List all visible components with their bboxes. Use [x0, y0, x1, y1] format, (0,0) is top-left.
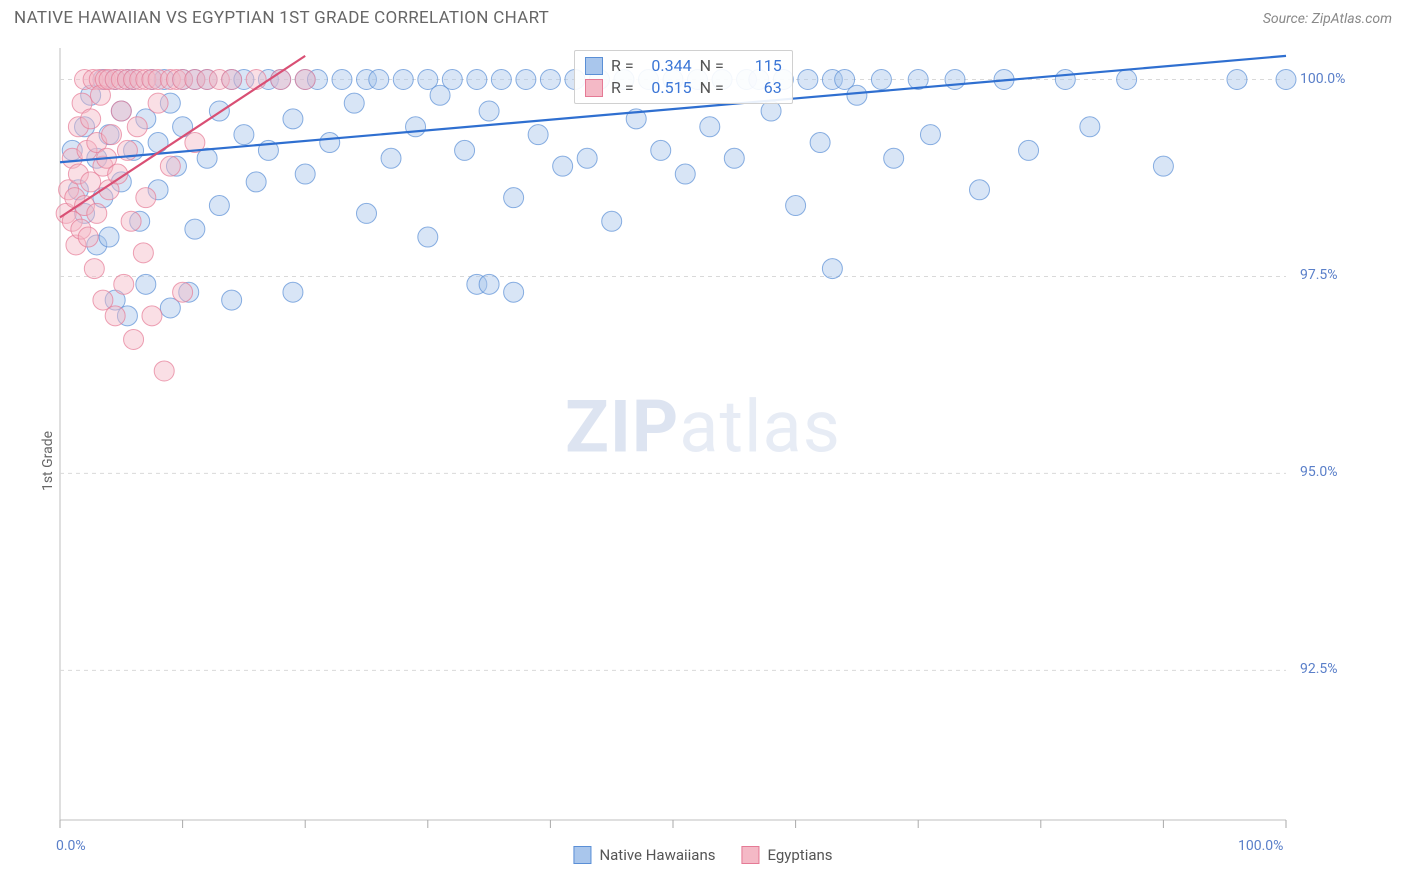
series-legend-label: Egyptians: [767, 846, 832, 864]
legend-swatch: [585, 57, 603, 75]
x-tick-label-left: 0.0%: [56, 838, 86, 854]
y-axis-title: 1st Grade: [40, 431, 56, 491]
legend-r-value: 0.515: [642, 77, 692, 99]
legend-swatch: [741, 846, 759, 864]
legend-n-label: N =: [700, 77, 724, 99]
y-tick-label: 97.5%: [1300, 267, 1338, 283]
scatter-plot: [14, 40, 1392, 882]
chart-title: NATIVE HAWAIIAN VS EGYPTIAN 1ST GRADE CO…: [14, 8, 549, 28]
correlation-legend: R = 0.344 N = 115 R = 0.515 N = 63: [574, 50, 793, 104]
y-tick-label: 92.5%: [1300, 661, 1338, 677]
legend-row: R = 0.515 N = 63: [585, 77, 782, 99]
legend-n-label: N =: [700, 55, 724, 77]
legend-r-value: 0.344: [642, 55, 692, 77]
legend-swatch: [573, 846, 591, 864]
source-label: Source: ZipAtlas.com: [1263, 11, 1392, 27]
legend-r-label: R =: [611, 55, 634, 77]
series-legend-label: Native Hawaiians: [599, 846, 715, 864]
series-legend-item: Native Hawaiians: [573, 846, 715, 864]
legend-n-value: 115: [732, 55, 782, 77]
series-legend-item: Egyptians: [741, 846, 832, 864]
y-tick-label: 95.0%: [1300, 464, 1338, 480]
x-tick-label-right: 100.0%: [1238, 838, 1283, 854]
legend-row: R = 0.344 N = 115: [585, 55, 782, 77]
chart-container: 1st Grade ZIPatlas R =0.344 N =115R =0.5…: [14, 40, 1392, 882]
legend-n-value: 63: [732, 77, 782, 99]
y-tick-label: 100.0%: [1300, 71, 1345, 87]
series-legend: Native Hawaiians Egyptians: [573, 846, 832, 864]
legend-swatch: [585, 79, 603, 97]
legend-r-label: R =: [611, 77, 634, 99]
